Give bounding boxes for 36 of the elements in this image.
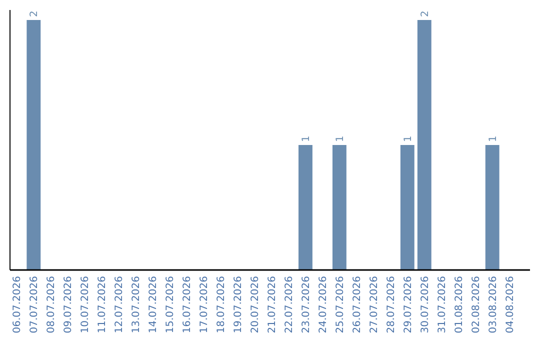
x-tick-label: 09.07.2026 [63, 276, 74, 334]
x-tick-label: 15.07.2026 [165, 276, 176, 334]
x-tick-label: 11.07.2026 [97, 276, 108, 334]
x-tick-label: 10.07.2026 [80, 276, 92, 334]
x-tick-label: 28.07.2026 [386, 276, 397, 334]
x-tick-label: 18.07.2026 [216, 276, 228, 334]
x-tick-label: 17.07.2026 [199, 276, 210, 334]
x-tick-label: 04.08.2026 [504, 276, 516, 334]
x-tick-label: 01.08.2026 [454, 276, 465, 334]
x-tick-label: 06.07.2026 [12, 276, 24, 334]
x-tick-label: 08.07.2026 [46, 276, 58, 334]
x-tick-label: 12.07.2026 [114, 276, 126, 334]
data-label: 1 [300, 136, 312, 142]
x-tick-label: 19.07.2026 [233, 276, 244, 334]
data-label: 1 [334, 136, 346, 142]
x-tick-label: 03.08.2026 [488, 276, 499, 334]
x-tick-label: 27.07.2026 [368, 276, 380, 334]
x-tick-label: 13.07.2026 [131, 276, 142, 334]
x-tick-label: 26.07.2026 [352, 276, 363, 334]
x-tick-label: 24.07.2026 [318, 276, 329, 334]
x-tick-label: 29.07.2026 [402, 276, 414, 334]
x-tick-label: 31.07.2026 [436, 276, 448, 334]
x-tick-label: 14.07.2026 [148, 276, 160, 334]
x-tick-label: 21.07.2026 [266, 276, 278, 334]
data-label: 1 [488, 136, 499, 142]
data-label: 2 [29, 10, 40, 17]
x-tick-label: 25.07.2026 [334, 276, 346, 334]
data-label: 2 [420, 10, 431, 17]
x-tick-label: 02.08.2026 [470, 276, 482, 334]
x-tick-label: 07.07.2026 [29, 276, 40, 334]
x-tick-label: 23.07.2026 [300, 276, 312, 334]
x-tick-label: 16.07.2026 [182, 276, 194, 334]
data-label: 1 [402, 136, 414, 142]
x-tick-label: 22.07.2026 [284, 276, 295, 334]
x-tick-label: 30.07.2026 [420, 276, 431, 334]
x-tick-label: 20.07.2026 [250, 276, 262, 334]
